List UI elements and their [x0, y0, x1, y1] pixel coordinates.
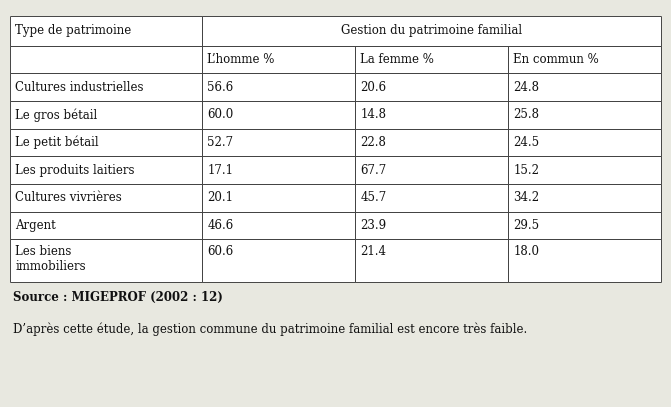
- Text: 24.8: 24.8: [513, 81, 539, 94]
- Bar: [508, 184, 661, 212]
- Bar: [508, 156, 661, 184]
- Text: 60.6: 60.6: [207, 245, 234, 258]
- Text: 67.7: 67.7: [360, 164, 386, 177]
- Text: D’après cette étude, la gestion commune du patrimoine familial est encore très f: D’après cette étude, la gestion commune …: [13, 323, 527, 336]
- Bar: [10, 212, 202, 239]
- Text: 24.5: 24.5: [513, 136, 539, 149]
- Text: Gestion du patrimoine familial: Gestion du patrimoine familial: [341, 24, 522, 37]
- Bar: [10, 184, 202, 212]
- Text: Le petit bétail: Le petit bétail: [15, 136, 99, 149]
- Bar: [10, 239, 202, 282]
- Text: 20.6: 20.6: [360, 81, 386, 94]
- Bar: [508, 129, 661, 156]
- Text: 17.1: 17.1: [207, 164, 234, 177]
- Text: La femme %: La femme %: [360, 53, 434, 66]
- Text: Argent: Argent: [15, 219, 56, 232]
- Bar: [355, 73, 508, 101]
- Bar: [202, 212, 355, 239]
- Text: Source : MIGEPROF (2002 : 12): Source : MIGEPROF (2002 : 12): [13, 291, 223, 304]
- Text: 23.9: 23.9: [360, 219, 386, 232]
- Bar: [10, 73, 202, 101]
- Bar: [355, 239, 508, 282]
- Text: 22.8: 22.8: [360, 136, 386, 149]
- Bar: [202, 46, 355, 73]
- Text: 20.1: 20.1: [207, 191, 234, 204]
- Bar: [10, 46, 202, 73]
- Bar: [355, 156, 508, 184]
- Bar: [202, 73, 355, 101]
- Text: 25.8: 25.8: [513, 108, 539, 121]
- Text: 15.2: 15.2: [513, 164, 539, 177]
- Bar: [202, 184, 355, 212]
- Text: 18.0: 18.0: [513, 245, 539, 258]
- Bar: [10, 156, 202, 184]
- Bar: [10, 16, 202, 46]
- Bar: [508, 239, 661, 282]
- Text: Les biens
immobiliers: Les biens immobiliers: [15, 245, 86, 274]
- Bar: [202, 156, 355, 184]
- Bar: [202, 101, 355, 129]
- Text: 46.6: 46.6: [207, 219, 234, 232]
- Bar: [508, 212, 661, 239]
- Text: 21.4: 21.4: [360, 245, 386, 258]
- Text: Cultures industrielles: Cultures industrielles: [15, 81, 144, 94]
- Bar: [202, 129, 355, 156]
- Text: En commun %: En commun %: [513, 53, 599, 66]
- Bar: [202, 239, 355, 282]
- Bar: [10, 101, 202, 129]
- Bar: [355, 46, 508, 73]
- Text: Les produits laitiers: Les produits laitiers: [15, 164, 135, 177]
- Text: 45.7: 45.7: [360, 191, 386, 204]
- Bar: [355, 101, 508, 129]
- Text: Le gros bétail: Le gros bétail: [15, 108, 98, 122]
- Bar: [508, 101, 661, 129]
- Bar: [355, 212, 508, 239]
- Text: Type de patrimoine: Type de patrimoine: [15, 24, 132, 37]
- Text: L’homme %: L’homme %: [207, 53, 275, 66]
- Bar: [508, 46, 661, 73]
- Bar: [508, 73, 661, 101]
- Text: 29.5: 29.5: [513, 219, 539, 232]
- Bar: [355, 184, 508, 212]
- Bar: [202, 16, 661, 46]
- Text: 52.7: 52.7: [207, 136, 234, 149]
- Text: 56.6: 56.6: [207, 81, 234, 94]
- Text: Cultures vivrières: Cultures vivrières: [15, 191, 122, 204]
- Text: 14.8: 14.8: [360, 108, 386, 121]
- Bar: [355, 129, 508, 156]
- Bar: [10, 129, 202, 156]
- Text: 60.0: 60.0: [207, 108, 234, 121]
- Text: 34.2: 34.2: [513, 191, 539, 204]
